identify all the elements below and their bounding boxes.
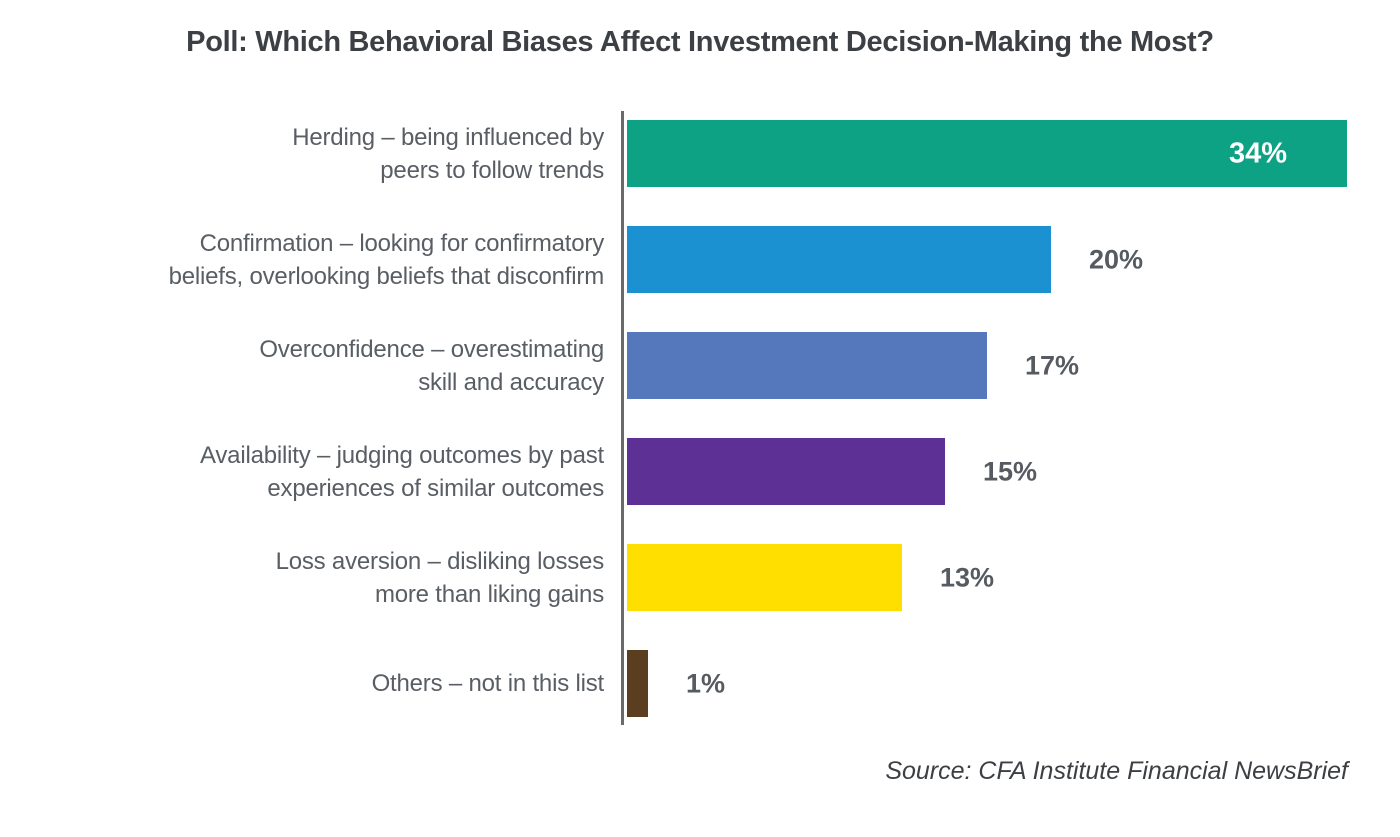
bar-zone: 1% bbox=[627, 650, 1400, 717]
category-label: Herding – being influenced by peers to fo… bbox=[0, 120, 604, 187]
bar bbox=[627, 226, 1051, 293]
category-label-line: skill and accuracy bbox=[418, 368, 604, 396]
bar-zone: 13% bbox=[627, 544, 1400, 611]
category-label-line: Others – not in this list bbox=[371, 670, 605, 697]
chart-rows: Herding – being influenced by peers to fo… bbox=[0, 120, 1400, 756]
chart-row: Loss aversion – disliking losses more tha… bbox=[0, 544, 1400, 650]
bar-chart: Herding – being influenced by peers to fo… bbox=[0, 111, 1400, 725]
bar bbox=[627, 120, 1347, 187]
chart-title: Poll: Which Behavioral Biases Affect Inv… bbox=[186, 26, 1214, 58]
category-label-line: Herding – being influenced by bbox=[292, 123, 604, 151]
chart-row: Confirmation – looking for confirmatory b… bbox=[0, 226, 1400, 332]
category-label-line: Confirmation – looking for confirmatory bbox=[199, 229, 605, 257]
category-label: Confirmation – looking for confirmatory b… bbox=[0, 226, 605, 293]
category-label-line: experiences of similar outcomes bbox=[267, 474, 604, 502]
category-label: Availability – judging outcomes by past e… bbox=[0, 438, 604, 505]
category-label-line: peers to follow trends bbox=[380, 156, 604, 184]
chart-row: Herding – being influenced by peers to fo… bbox=[0, 120, 1400, 226]
category-label-line: beliefs, overlooking beliefs that discon… bbox=[168, 262, 605, 290]
bar bbox=[627, 438, 945, 505]
category-label-line: more than liking gains bbox=[374, 580, 604, 608]
source-credit: Source: CFA Institute Financial NewsBrie… bbox=[885, 757, 1348, 785]
bar-zone: 20% bbox=[627, 226, 1400, 293]
bar bbox=[627, 650, 648, 717]
value-label: 34% bbox=[1228, 137, 1287, 169]
chart-row: Overconfidence – overestimating skill and… bbox=[0, 332, 1400, 438]
bar-zone: 17% bbox=[627, 332, 1400, 399]
category-label-line: Availability – judging outcomes by past bbox=[200, 441, 604, 469]
category-label-line: Overconfidence – overestimating bbox=[259, 335, 604, 363]
chart-row: Availability – judging outcomes by past e… bbox=[0, 438, 1400, 544]
category-label: Overconfidence – overestimating skill and… bbox=[0, 332, 604, 399]
chart-row: Others – not in this list 1% bbox=[0, 650, 1400, 756]
value-label: 17% bbox=[1025, 350, 1080, 380]
bar bbox=[627, 544, 902, 611]
value-label: 20% bbox=[1089, 244, 1144, 274]
category-label-line: Loss aversion – disliking losses bbox=[275, 547, 605, 575]
category-label: Others – not in this list bbox=[0, 650, 605, 717]
bar bbox=[627, 332, 987, 399]
value-label: 13% bbox=[940, 562, 995, 592]
bar-zone: 34% bbox=[627, 120, 1400, 187]
value-label: 1% bbox=[686, 668, 726, 698]
y-axis-line bbox=[621, 111, 624, 725]
category-label: Loss aversion – disliking losses more tha… bbox=[0, 544, 605, 611]
value-label: 15% bbox=[983, 456, 1038, 486]
bar-zone: 15% bbox=[627, 438, 1400, 505]
